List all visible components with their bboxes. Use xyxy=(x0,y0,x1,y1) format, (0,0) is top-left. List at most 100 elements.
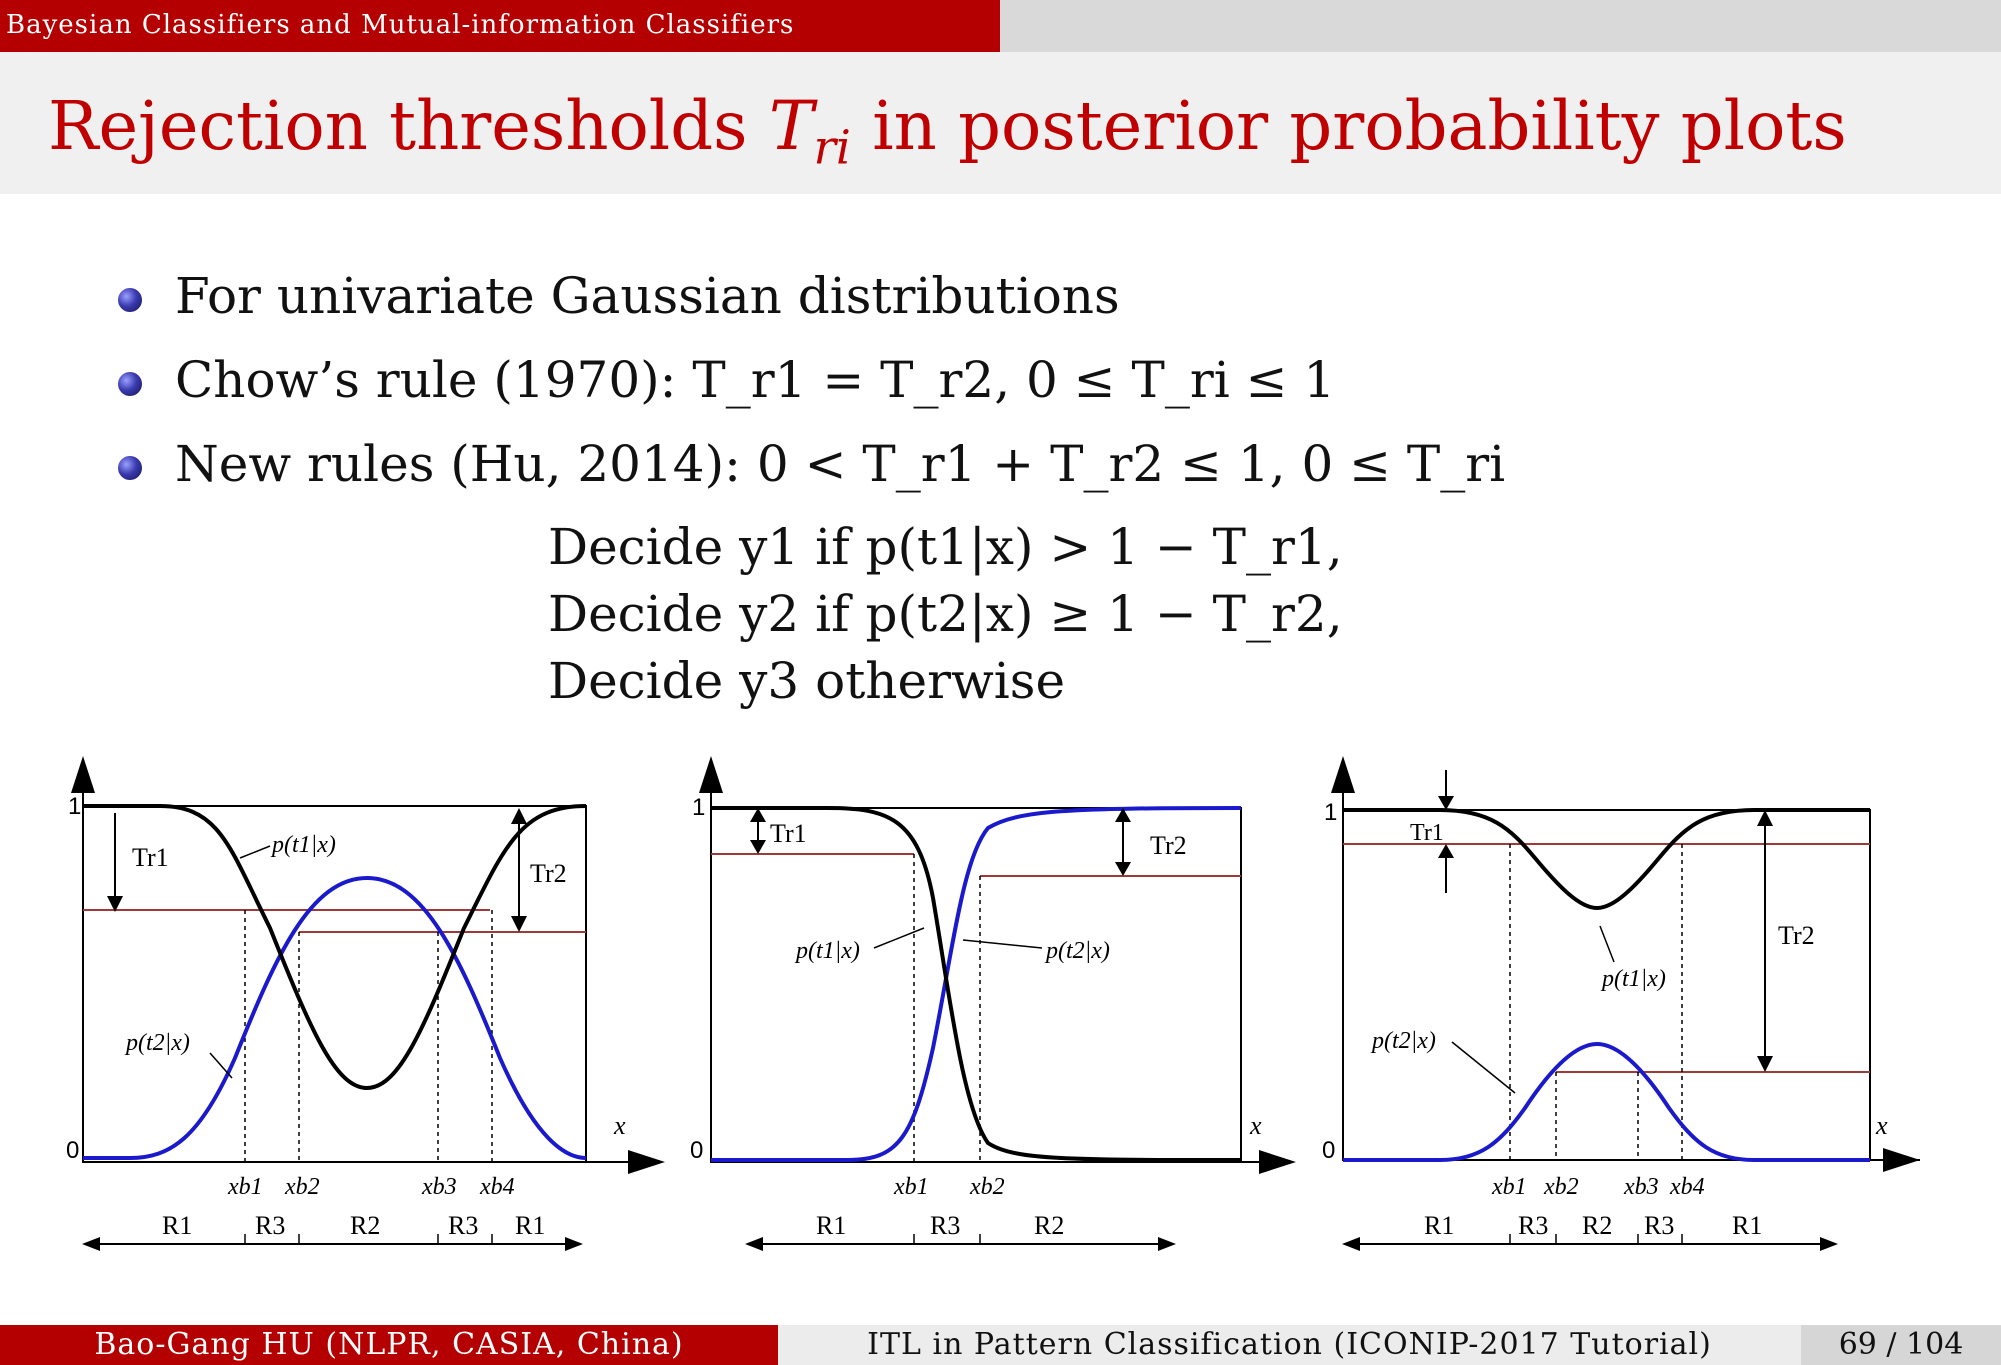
posterior-plot-middle: 1 0 x Tr1 Tr2 p(t1|x) p(t2|x) xb1 xb2 R1 xyxy=(688,748,1308,1258)
y-tick-one: 1 xyxy=(692,794,705,821)
region-label: R3 xyxy=(448,1211,478,1240)
bullet-text: New rules (Hu, 2014): 0 < T_r1 + T_r2 ≤ … xyxy=(175,435,1506,493)
arrow-right-icon xyxy=(565,1237,583,1251)
plot-frame xyxy=(710,807,1242,1163)
p1-leader xyxy=(1599,925,1615,963)
bullet-text: Chow’s rule (1970): T_r1 = T_r2, 0 ≤ T_r… xyxy=(175,351,1336,409)
page-number: 69 / 104 xyxy=(1801,1325,2001,1365)
title-bar: Rejection thresholds Tri in posterior pr… xyxy=(0,52,2001,194)
curve-p1 xyxy=(1343,808,1870,911)
region-label: R3 xyxy=(1518,1211,1548,1240)
arrow-left-icon xyxy=(82,1237,100,1251)
tr1-label: Tr1 xyxy=(1410,820,1444,846)
footer: Bao-Gang HU (NLPR, CASIA, China) ITL in … xyxy=(0,1325,2001,1365)
x-axis-arrow-icon xyxy=(1883,1148,1920,1172)
region-label: R1 xyxy=(816,1211,846,1240)
curve-p2 xyxy=(711,806,1242,1162)
region-label: R1 xyxy=(1732,1211,1762,1240)
curve-p1 xyxy=(83,804,587,1091)
boundary-label: xb3 xyxy=(421,1174,457,1200)
decision-rules: Decide y1 if p(t1|x) > 1 − T_r1, Decide … xyxy=(548,514,1343,715)
bullet-text: For univariate Gaussian distributions xyxy=(175,267,1120,325)
y-axis-arrow-icon xyxy=(71,756,95,793)
x-axis-label: x xyxy=(1249,1111,1262,1140)
p1-label: p(t1|x) xyxy=(794,938,860,964)
tr1-label: Tr1 xyxy=(132,843,169,872)
arrow-up-icon xyxy=(1115,808,1131,822)
boundary-label: xb1 xyxy=(1491,1174,1527,1200)
arrow-down-icon xyxy=(1438,796,1454,810)
bullet-icon xyxy=(118,372,142,396)
arrow-up-icon xyxy=(750,808,766,822)
section-title: Bayesian Classifiers and Mutual-informat… xyxy=(0,0,1000,52)
tr1-label: Tr1 xyxy=(770,819,807,848)
x-axis-label: x xyxy=(613,1111,626,1140)
arrow-down-icon xyxy=(1115,862,1131,876)
p2-leader xyxy=(1451,1041,1516,1094)
posterior-plot-right: 1 0 x Tr1 Tr2 p(t1|x) p(t2|x) xb1 xb2 xb… xyxy=(1320,748,1980,1258)
top-bar: Bayesian Classifiers and Mutual-informat… xyxy=(0,0,2001,52)
decision-rule: Decide y2 if p(t2|x) ≥ 1 − T_r2, xyxy=(548,585,1343,643)
tr2-label: Tr2 xyxy=(530,859,567,888)
p1-label: p(t1|x) xyxy=(1600,966,1666,992)
y-tick-zero: 0 xyxy=(1322,1137,1335,1164)
region-label: R1 xyxy=(1424,1211,1454,1240)
boundary-label: xb1 xyxy=(893,1174,929,1200)
region-label: R2 xyxy=(1034,1211,1064,1240)
posterior-plot-left: 1 0 x Tr1 Tr2 p(t1|x) p(t2|x) xb1 xb2 xb… xyxy=(60,748,680,1258)
region-label: R3 xyxy=(930,1211,960,1240)
p2-leader xyxy=(962,939,1043,949)
p1-label: p(t1|x) xyxy=(270,832,336,858)
y-tick-zero: 0 xyxy=(66,1137,79,1164)
plot-frame xyxy=(82,805,587,1163)
slide-title: Rejection thresholds Tri in posterior pr… xyxy=(48,86,1847,188)
y-axis-arrow-icon xyxy=(1331,756,1355,793)
region-label: R3 xyxy=(255,1211,285,1240)
decision-rule: Decide y3 otherwise xyxy=(548,652,1066,710)
boundary-label: xb1 xyxy=(227,1174,263,1200)
arrow-down-icon xyxy=(1757,1056,1773,1072)
title-subscript: ri xyxy=(813,120,851,176)
arrow-up-icon xyxy=(511,808,527,824)
boundary-label: xb2 xyxy=(1543,1174,1579,1200)
y-tick-one: 1 xyxy=(68,793,81,820)
arrow-up-icon xyxy=(1438,844,1454,858)
arrow-right-icon xyxy=(1158,1237,1176,1251)
curve-p1 xyxy=(711,806,1242,1162)
bullet-icon xyxy=(118,288,142,312)
arrow-down-icon xyxy=(511,916,527,932)
arrow-down-icon xyxy=(750,840,766,854)
arrow-right-icon xyxy=(1820,1237,1838,1251)
posterior-plot-right-svg: 1 0 x Tr1 Tr2 p(t1|x) p(t2|x) xb1 xb2 xb… xyxy=(1322,756,1920,1251)
region-label: R1 xyxy=(162,1211,192,1240)
tr2-label: Tr2 xyxy=(1150,831,1187,860)
footer-author: Bao-Gang HU (NLPR, CASIA, China) xyxy=(0,1325,778,1365)
title-suffix: in posterior probability plots xyxy=(850,87,1847,165)
region-label: R2 xyxy=(1582,1211,1612,1240)
p1-leader xyxy=(239,845,271,859)
tr2-label: Tr2 xyxy=(1778,921,1815,950)
arrow-left-icon xyxy=(745,1237,763,1251)
arrow-up-icon xyxy=(1757,810,1773,826)
boundary-label: xb3 xyxy=(1623,1174,1659,1200)
region-label: R2 xyxy=(350,1211,380,1240)
p2-label: p(t2|x) xyxy=(124,1030,190,1056)
arrow-left-icon xyxy=(1342,1237,1360,1251)
region-label: R1 xyxy=(515,1211,545,1240)
p2-label: p(t2|x) xyxy=(1370,1028,1436,1054)
title-prefix: Rejection thresholds xyxy=(48,87,769,165)
p2-leader xyxy=(209,1052,233,1079)
bullet-icon xyxy=(118,456,142,480)
decision-rule: Decide y1 if p(t1|x) > 1 − T_r1, xyxy=(548,518,1343,576)
footer-talk-title: ITL in Pattern Classification (ICONIP-20… xyxy=(778,1325,1801,1365)
x-axis-arrow-icon xyxy=(1259,1150,1296,1174)
arrow-down-icon xyxy=(107,896,123,912)
plot-frame xyxy=(1342,809,1871,1161)
title-variable: T xyxy=(768,87,814,165)
y-tick-one: 1 xyxy=(1324,799,1337,826)
x-axis-label: x xyxy=(1875,1111,1888,1140)
curve-p2 xyxy=(83,875,587,1160)
curve-p2 xyxy=(1343,1041,1870,1162)
region-label: R3 xyxy=(1644,1211,1674,1240)
y-tick-zero: 0 xyxy=(690,1137,703,1164)
